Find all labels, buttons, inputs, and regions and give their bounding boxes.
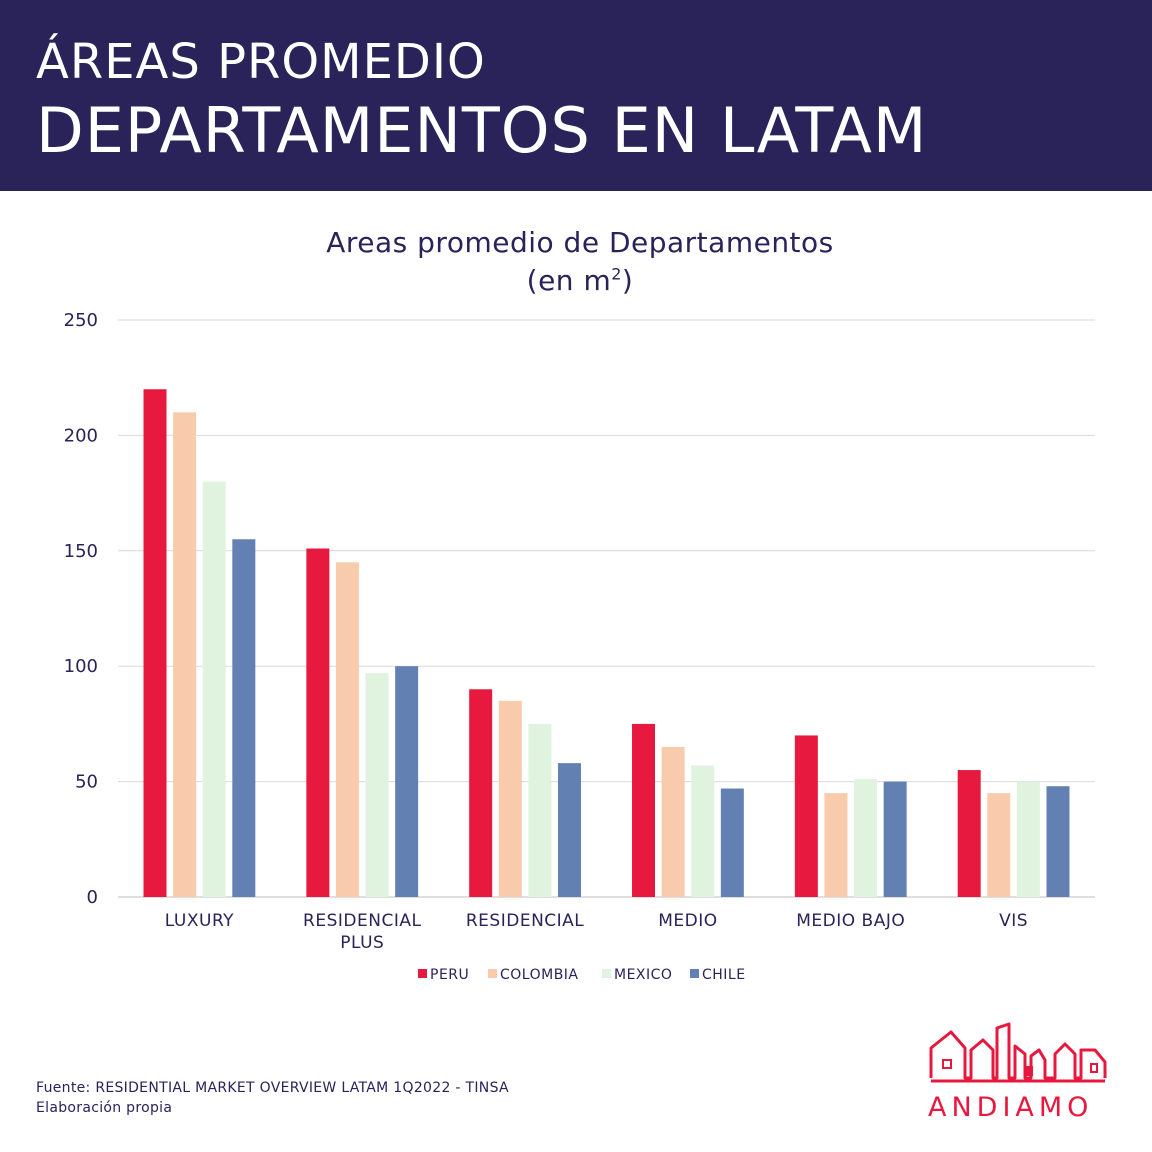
x-category-label: PLUS <box>340 933 384 953</box>
y-tick-label: 100 <box>64 656 98 677</box>
bar-colombia <box>335 562 359 897</box>
bar-mexico <box>528 723 552 897</box>
header-title-line2: DEPARTAMENTOS EN LATAM <box>36 94 928 167</box>
bar-peru <box>306 548 330 897</box>
legend-swatch <box>602 969 611 978</box>
chart-subtitle: (en m2) <box>0 264 1152 297</box>
x-category-label: MEDIO BAJO <box>796 911 905 931</box>
bar-colombia <box>498 700 522 897</box>
x-category-label: LUXURY <box>165 911 234 931</box>
source-line: Fuente: RESIDENTIAL MARKET OVERVIEW LATA… <box>36 1080 509 1096</box>
bar-colombia <box>173 412 197 897</box>
legend-label-mexico: MEXICO <box>614 967 672 983</box>
x-category-label: RESIDENCIAL <box>303 911 421 931</box>
andiamo-house-logo-icon <box>929 1022 1107 1083</box>
x-category-label: RESIDENCIAL <box>466 911 584 931</box>
bar-peru <box>632 723 656 897</box>
chart-subtitle-superscript: 2 <box>611 264 622 284</box>
chart-subtitle-prefix: (en m <box>526 264 612 297</box>
x-category-label: VIS <box>999 911 1028 931</box>
bar-chile <box>883 781 907 897</box>
bar-chile <box>395 666 419 897</box>
credit-line: Elaboración propia <box>36 1100 173 1116</box>
y-tick-label: 200 <box>64 425 98 446</box>
bar-mexico <box>691 765 715 897</box>
y-tick-label: 250 <box>64 310 98 331</box>
brand-name: ANDIAMO <box>928 1092 1094 1123</box>
y-tick-label: 150 <box>64 541 98 562</box>
bar-chile <box>1046 786 1070 897</box>
bar-mexico <box>1016 781 1040 897</box>
source-note: Fuente: RESIDENTIAL MARKET OVERVIEW LATA… <box>36 1078 509 1118</box>
legend-swatch <box>488 969 497 978</box>
x-category-label: MEDIO <box>658 911 717 931</box>
bar-mexico <box>854 779 878 897</box>
legend-swatch <box>690 969 699 978</box>
bar-mexico <box>202 481 226 897</box>
bar-peru <box>469 689 493 897</box>
bar-chile <box>557 763 581 897</box>
bar-chile <box>232 539 256 897</box>
chart-subtitle-suffix: ) <box>621 264 634 297</box>
bar-colombia <box>987 793 1011 897</box>
legend-swatch <box>418 969 427 978</box>
bar-chile <box>720 788 744 897</box>
bar-peru <box>143 389 167 897</box>
bar-colombia <box>661 746 685 897</box>
header-title-line1: ÁREAS PROMEDIO <box>36 34 486 90</box>
y-tick-label: 0 <box>87 887 98 908</box>
bar-peru <box>794 735 818 897</box>
header-banner: ÁREAS PROMEDIO DEPARTAMENTOS EN LATAM <box>0 0 1152 191</box>
y-tick-label: 50 <box>75 772 98 793</box>
bar-mexico <box>365 673 389 897</box>
bar-peru <box>957 770 981 897</box>
legend-label-peru: PERU <box>430 967 469 983</box>
chart-title: Areas promedio de Departamentos <box>326 226 834 259</box>
legend-label-chile: CHILE <box>702 967 746 983</box>
bar-colombia <box>824 793 848 897</box>
legend-label-colombia: COLOMBIA <box>500 967 579 983</box>
